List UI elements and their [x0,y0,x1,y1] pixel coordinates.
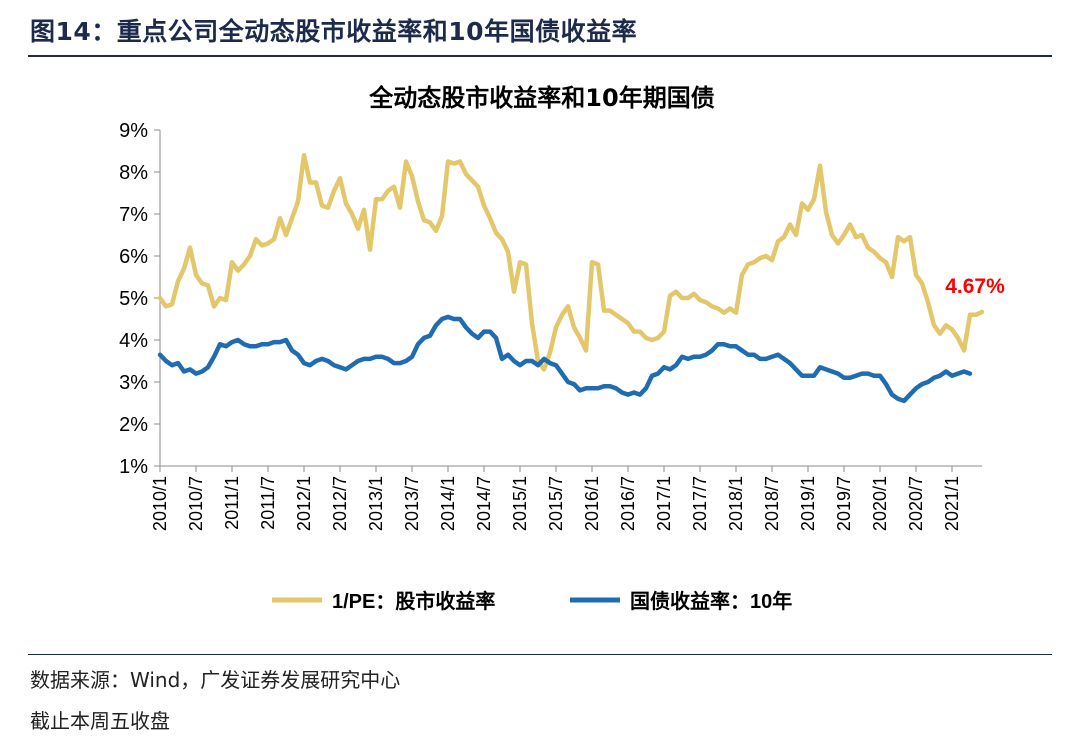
x-tick-label: 2014/7 [474,476,494,531]
y-tick-label: 3% [119,372,148,394]
x-tick-label: 2010/7 [186,476,206,531]
x-tick-label: 2017/7 [690,476,710,531]
top-divider [28,55,1052,57]
latest-value-annotation: 4.67% [945,275,1005,298]
date-note: 截止本周五收盘 [30,709,170,733]
x-tick-label: 2021/1 [942,476,962,531]
x-tick-label: 2020/1 [870,476,890,531]
bottom-divider [28,654,1052,655]
x-tick-label: 2016/7 [618,476,638,531]
x-tick-label: 2015/7 [546,476,566,531]
x-tick-label: 2017/1 [654,476,674,531]
x-tick-label: 2011/1 [222,476,242,530]
chart-title: 全动态股市收益率和10年期国债 [368,84,714,112]
series-line-1 [157,152,985,372]
legend-label-2: 国债收益率：10年 [630,589,792,613]
y-tick-label: 6% [119,246,148,268]
series-layer [157,152,985,404]
x-tick-label: 2012/7 [330,476,350,531]
x-tick-label: 2019/7 [834,476,854,531]
legend: 1/PE：股市收益率 国债收益率：10年 [272,589,792,613]
legend-label-1: 1/PE：股市收益率 [332,589,495,613]
y-tick-label: 7% [119,204,148,226]
x-tick-label: 2011/7 [258,476,278,530]
y-tick-label: 8% [119,162,148,184]
figure-title: 图14：重点公司全动态股市收益率和10年国债收益率 [30,17,638,46]
axes: 1% 2% 3% 4% 5% 6% 7% 8% 9% 2010/1 2010/7 2011/1 2011… [119,120,982,531]
x-tick-label: 2012/1 [294,476,314,531]
series-line-2 [157,314,973,404]
line-chart: 全动态股市收益率和10年期国债 1% 2% 3% 4% 5% 6% 7% 8% 9% 2010/1… [119,84,1005,613]
y-tick-label: 1% [119,456,148,478]
y-tick-label: 2% [119,414,148,436]
x-tick-label: 2020/7 [906,476,926,531]
x-tick-label: 2010/1 [150,476,170,531]
x-tick-label: 2015/1 [510,476,530,531]
x-tick-label: 2018/1 [726,476,746,531]
x-tick-label: 2014/1 [438,476,458,531]
x-tick-label: 2013/1 [366,476,386,531]
y-tick-label: 5% [119,288,148,310]
source-note: 数据来源：Wind，广发证券发展研究中心 [30,668,401,692]
x-tick-label: 2016/1 [582,476,602,531]
y-tick-label: 9% [119,120,148,142]
x-tick-label: 2019/1 [798,476,818,531]
x-tick-label: 2018/7 [762,476,782,531]
x-tick-label: 2013/7 [402,476,422,531]
y-tick-label: 4% [119,330,148,352]
